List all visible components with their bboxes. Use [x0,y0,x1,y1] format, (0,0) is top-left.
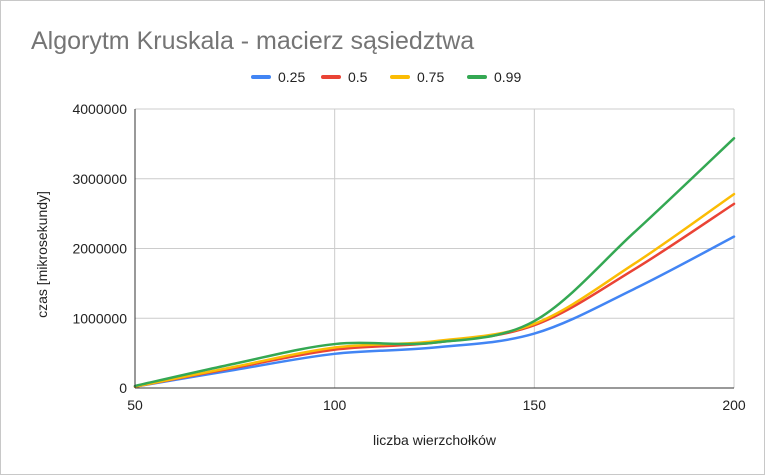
grid-lines [135,108,735,388]
legend-item-0.99[interactable]: 0.99 [467,68,521,86]
legend: 0.25 0.5 0.75 0.99 [1,1,765,101]
legend-swatch-0.5 [321,75,341,79]
legend-item-0.5[interactable]: 0.5 [321,68,367,86]
y-tick-label: 4000000 [72,101,127,117]
series-line-0.25[interactable] [133,235,736,388]
series-lines [133,137,736,388]
legend-swatch-0.75 [390,75,410,79]
tick-labels: 0 1000000 2000000 3000000 4000000 50 100 150 200 [72,101,745,413]
x-axis-title: liczba wierzchołków [373,432,497,448]
legend-label-0.75: 0.75 [417,69,445,85]
legend-label-0.99: 0.99 [494,69,522,85]
x-tick-label: 100 [323,397,347,413]
legend-swatch-0.25 [251,75,271,79]
chart-title: Algorytm Kruskala - macierz sąsiedztwa [31,27,475,55]
y-axis-title: czas [mikrosekundy] [34,191,50,318]
series-line-0.99[interactable] [133,137,736,388]
legend-item-0.75[interactable]: 0.75 [390,68,444,86]
y-tick-label: 1000000 [72,310,127,326]
legend-label-0.25: 0.25 [278,69,306,85]
axes [134,109,734,389]
y-tick-label: 2000000 [72,241,127,257]
y-tick-label: 0 [119,380,127,396]
legend-item-0.25[interactable]: 0.25 [251,68,305,86]
x-tick-label: 50 [127,397,143,413]
series-line-0.5[interactable] [133,202,736,388]
x-tick-label: 200 [722,397,746,413]
series-line-0.75[interactable] [133,192,736,388]
legend-swatch-0.99 [467,75,487,79]
x-tick-label: 150 [523,397,547,413]
y-tick-label: 3000000 [72,171,127,187]
legend-label-0.5: 0.5 [348,69,368,85]
